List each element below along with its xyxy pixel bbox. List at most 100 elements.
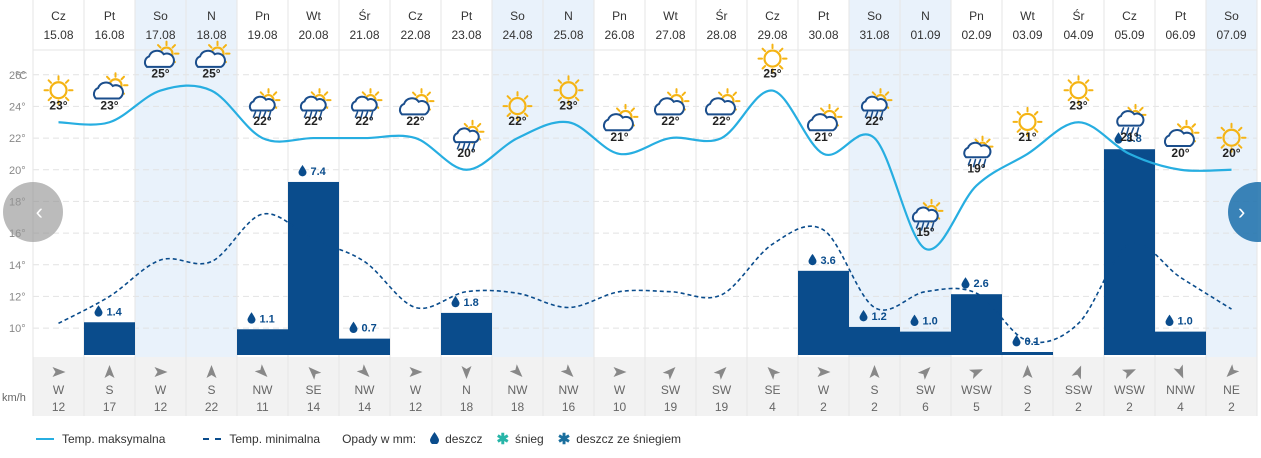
wind-arrow-shape <box>817 367 831 377</box>
day-date: 23.08 <box>451 28 481 42</box>
precip-bar <box>84 322 135 355</box>
cloud-sun-icon <box>194 40 231 68</box>
day-date: 21.08 <box>349 28 379 42</box>
wind-speed: 11 <box>256 400 269 414</box>
cloud-shape <box>398 97 430 116</box>
wind-direction: SW <box>661 383 681 397</box>
y-tick-label: 12° <box>9 291 26 303</box>
sun-shape <box>757 43 788 74</box>
day-date: 22.08 <box>400 28 430 42</box>
wind-unit-label: km/h <box>2 392 26 404</box>
sun-ray <box>310 91 316 96</box>
wind-speed: 6 <box>922 400 929 414</box>
sun-icon <box>1216 122 1247 153</box>
day-name: Pt <box>818 9 830 23</box>
sun-ray <box>1033 111 1039 116</box>
sun-ray <box>1139 106 1144 112</box>
rain-streak <box>972 158 977 168</box>
wind-arrow-shape <box>356 364 370 377</box>
wind-arrow-icon <box>154 367 168 377</box>
precip-label: 1.8 <box>464 297 479 309</box>
wind-direction: NNW <box>1166 383 1195 397</box>
raindrop-shape <box>1114 132 1123 144</box>
wind-arrow-shape <box>509 364 523 377</box>
wind-arrow-shape <box>560 364 574 377</box>
day-date: 27.08 <box>655 28 685 42</box>
rain-streak <box>925 222 930 229</box>
sun-ray <box>834 107 839 112</box>
rain-streak <box>456 142 461 150</box>
cloud-sun-rain-icon <box>911 198 944 231</box>
max-temp-label: 25° <box>202 67 220 81</box>
cloud-shape <box>704 97 736 116</box>
max-temp-label: 19° <box>967 162 985 176</box>
cloud-shape <box>602 113 634 132</box>
wind-direction: W <box>614 383 626 397</box>
wind-direction: SW <box>916 383 936 397</box>
wind-arrow-icon <box>869 365 880 378</box>
wind-arrow-icon <box>409 367 423 377</box>
sun-disc <box>1069 81 1088 100</box>
weather-icons <box>43 40 1247 231</box>
cloud-sun-icon <box>143 40 180 68</box>
precip-label: 0.1 <box>1025 336 1040 348</box>
sun-ray <box>574 79 580 84</box>
cloud-shape <box>452 127 480 144</box>
precip-label: 7.4 <box>311 166 327 178</box>
max-temp-label: 23° <box>49 98 67 112</box>
precip-bar <box>237 329 288 355</box>
sun-ray <box>1084 96 1090 102</box>
wind-arrow-shape <box>613 367 627 377</box>
precip-bar <box>900 331 951 355</box>
wind-direction: WSW <box>961 383 992 397</box>
sun-ray <box>820 107 825 112</box>
wind-arrow-icon <box>461 366 472 379</box>
sun-ray <box>986 138 991 143</box>
sun-ray <box>718 91 723 97</box>
wind-speed: 5 <box>973 400 980 414</box>
wind-arrow-icon <box>969 369 983 379</box>
precip-label: 8.8 <box>1127 133 1142 145</box>
wind-arrow-shape <box>1022 365 1033 378</box>
wind-arrow-icon <box>1022 365 1033 378</box>
sun-ray <box>523 112 529 117</box>
cloud-shape <box>350 95 378 112</box>
wind-arrow-icon <box>817 367 831 377</box>
temperature-lines <box>58 84 1232 344</box>
cloud-shape <box>299 95 327 112</box>
rain-streak <box>1130 127 1135 134</box>
cloud-shape <box>963 141 992 159</box>
chevron-right-icon: › <box>1238 199 1246 224</box>
sun-ray <box>935 202 941 207</box>
wind-direction: SE <box>305 383 321 397</box>
day-date: 15.08 <box>43 28 73 42</box>
wind-speed: 17 <box>103 400 117 414</box>
wind-direction: NW <box>559 383 580 397</box>
rain-streak <box>262 111 267 118</box>
day-name: Cz <box>1122 9 1137 23</box>
wind-arrow-icon <box>356 364 370 377</box>
day-date: 24.08 <box>502 28 532 42</box>
wind-arrow-icon <box>767 367 781 380</box>
precip-label: 2.6 <box>974 278 989 290</box>
wind-arrow-icon <box>560 364 574 377</box>
wind-arrow-icon <box>1226 364 1240 377</box>
prev-button[interactable]: ‹ <box>3 182 63 242</box>
wind-arrow-icon <box>104 365 115 378</box>
cloud-rain-icon <box>963 135 994 168</box>
wind-speed: 2 <box>1075 400 1082 414</box>
day-name: Śr <box>359 8 371 23</box>
day-date: 28.08 <box>706 28 736 42</box>
precip-bar <box>1155 331 1206 355</box>
wind-direction: W <box>155 383 167 397</box>
max-temp-label: 21° <box>610 130 628 144</box>
wind-speed: 12 <box>154 400 168 414</box>
wind-speed: 18 <box>460 400 474 414</box>
sun-ray <box>120 75 125 81</box>
sleet-icon: ✱ <box>557 431 571 448</box>
sun-ray <box>557 96 563 102</box>
day-date: 03.09 <box>1012 28 1042 42</box>
sun-ray <box>259 91 265 96</box>
wind-arrow-shape <box>767 367 781 380</box>
day-name: Pt <box>461 9 473 23</box>
